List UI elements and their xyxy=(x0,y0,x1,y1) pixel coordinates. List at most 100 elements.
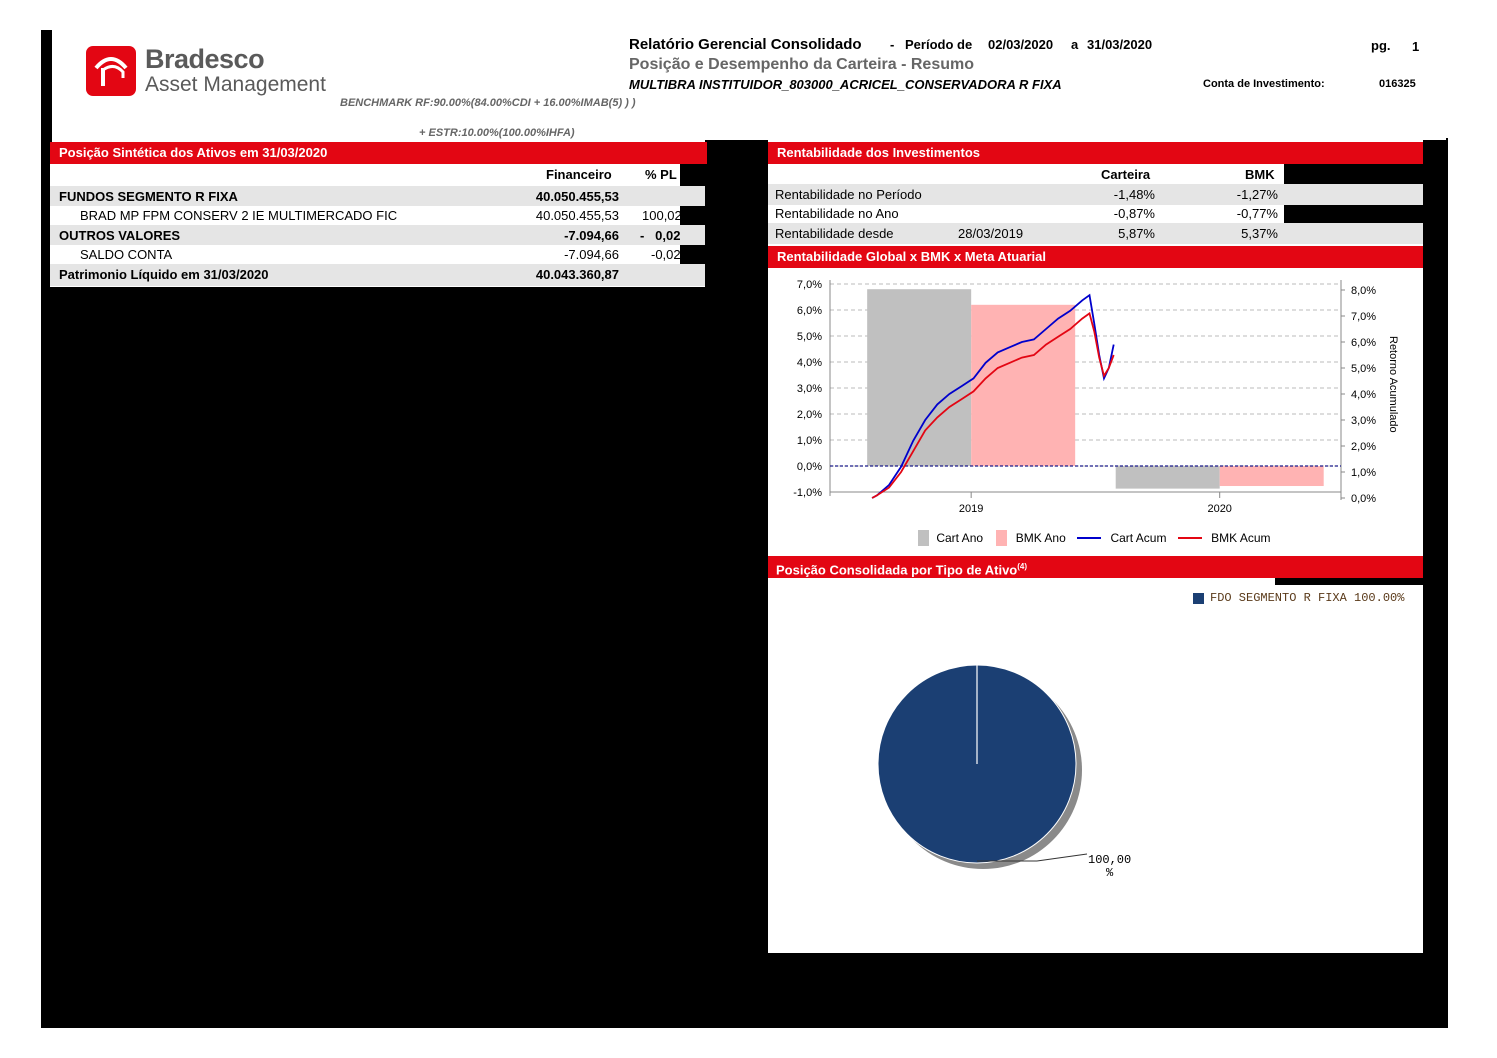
bar-bmk-ano-2019 xyxy=(971,304,1076,466)
row-label: Rentabilidade no Período xyxy=(775,187,922,202)
account-label: Conta de Investimento: xyxy=(1203,78,1325,90)
row-pl: 100,02 xyxy=(642,208,682,223)
row-value: -7.094,66 xyxy=(564,228,619,243)
left-tick-label: 7,0% xyxy=(797,279,822,291)
legend-swatch-bmk-ano xyxy=(996,530,1008,546)
row-label: SALDO CONTA xyxy=(80,247,173,262)
right-tick-label: 4,0% xyxy=(1351,389,1376,401)
benchmark-line-1: BENCHMARK RF:90.00%(84.00%CDI + 16.00%IM… xyxy=(340,97,636,109)
row-carteira: -0,87% xyxy=(1113,206,1155,221)
row-bmk: -1,27% xyxy=(1236,187,1278,202)
pl-column-mask xyxy=(680,206,705,225)
col-header-financeiro: Financeiro xyxy=(546,167,612,182)
brand-subtitle: Asset Management xyxy=(145,73,326,96)
benchmark-line-2: + ESTR:10.00%(100.00%IHFA) xyxy=(419,127,575,139)
legend-label-bmk-acum: BMK Acum xyxy=(1211,531,1271,545)
right-black-strip xyxy=(1423,140,1448,955)
row-pl: -0,02 xyxy=(651,247,681,262)
row-value: 40.050.455,53 xyxy=(535,208,619,223)
left-tick-label: 3,0% xyxy=(797,383,822,395)
right-tick-label: 0,0% xyxy=(1351,493,1376,505)
row-carteira: 5,87% xyxy=(1118,226,1155,241)
pl-column-mask-top xyxy=(680,164,705,186)
chart-legend: Cart Ano BMK Ano Cart Acum BMK Acum xyxy=(918,530,1271,546)
brand-name: Bradesco xyxy=(145,44,265,74)
col-header-carteira: Carteira xyxy=(1101,167,1151,182)
brand-logo xyxy=(86,46,136,96)
positions-title: Posição Sintética dos Ativos em 31/03/20… xyxy=(50,142,707,164)
allocation-legend: FDO SEGMENTO R FIXA 100.00% xyxy=(1193,591,1404,605)
header-dash: - xyxy=(890,37,895,52)
left-tick-label: 0,0% xyxy=(797,461,822,473)
row-label: Patrimonio Líquido em 31/03/2020 xyxy=(59,267,269,282)
global-chart-panel: 7,0% 6,0% 5,0% 4,0% 3,0% 2,0% 1,0% 0,0% -1,0% 8,0… xyxy=(768,268,1423,554)
report-title: Relatório Gerencial Consolidado xyxy=(629,36,862,53)
legend-label-cart-ano: Cart Ano xyxy=(936,531,984,545)
returns-mask-top xyxy=(1284,164,1423,184)
returns-row-ano: Rentabilidade no Ano -0,87% -0,77% xyxy=(768,205,1423,223)
row-pl: - 0,02 xyxy=(640,228,681,243)
bar-cart-ano-2020 xyxy=(1115,466,1220,489)
returns-table: Carteira BMK Rentabilidade no Período -1… xyxy=(768,164,1423,244)
row-label: OUTROS VALORES xyxy=(59,228,181,243)
row-label: Rentabilidade no Ano xyxy=(775,206,899,221)
allocation-mask xyxy=(1275,578,1423,585)
table-row-group-outros: OUTROS VALORES -7.094,66 - 0,02 xyxy=(50,225,705,245)
returns-row-periodo: Rentabilidade no Período -1,48% -1,27% xyxy=(768,184,1423,205)
col-header-pl: % PL xyxy=(645,167,677,182)
returns-mask xyxy=(1284,205,1423,223)
x-tick-label: 2019 xyxy=(959,503,983,515)
page-label: pg. xyxy=(1371,38,1391,53)
pie-slice-label: 100,00 % xyxy=(1088,854,1131,880)
left-tick-label: 1,0% xyxy=(797,435,822,447)
left-tick-label: 2,0% xyxy=(797,409,822,421)
center-black-gap xyxy=(705,140,768,290)
right-axis-title: Retorno Acumulado xyxy=(1387,336,1399,433)
row-value: 40.050.455,53 xyxy=(535,189,619,204)
period-sep: a xyxy=(1071,37,1079,52)
left-tick-label: -1,0% xyxy=(793,487,822,499)
right-tick-label: 3,0% xyxy=(1351,415,1376,427)
right-tick-label: 8,0% xyxy=(1351,285,1376,297)
pie-slice-value: 100,00 xyxy=(1088,853,1132,867)
bar-cart-ano-2019 xyxy=(867,289,972,466)
row-carteira: -1,48% xyxy=(1113,187,1155,202)
allocation-title: Posição Consolidada por Tipo de Ativo xyxy=(776,562,1018,578)
legend-line-cart-acum xyxy=(1077,537,1102,539)
table-row-patrimonio: Patrimonio Líquido em 31/03/2020 40.043.… xyxy=(50,264,705,286)
allocation-pie-svg xyxy=(877,664,1088,869)
row-date: 28/03/2019 xyxy=(958,226,1024,241)
row-label: BRAD MP FPM CONSERV 2 IE MULTIMERCADO FI… xyxy=(80,208,398,223)
global-chart-svg: 7,0% 6,0% 5,0% 4,0% 3,0% 2,0% 1,0% 0,0% -1,0% 8,0… xyxy=(793,279,1399,515)
row-bmk: -0,77% xyxy=(1236,206,1278,221)
allocation-title-bar: Posição Consolidada por Tipo de Ativo(4) xyxy=(768,556,1423,578)
pl-column-mask xyxy=(680,245,705,264)
line-cart-acum xyxy=(871,293,1115,499)
legend-swatch-fdo xyxy=(1193,592,1204,604)
report-subtitle: Posição e Desempenho da Carteira - Resum… xyxy=(629,56,974,73)
positions-table: Financeiro % PL FUNDOS SEGMENTO R FIXA 4… xyxy=(50,164,705,287)
legend-swatch-cart-ano xyxy=(918,530,929,546)
row-value: 40.043.360,87 xyxy=(535,267,619,282)
left-tick-label: 5,0% xyxy=(797,331,822,343)
returns-title: Rentabilidade dos Investimentos xyxy=(768,142,1423,164)
row-bmk: 5,37% xyxy=(1241,226,1278,241)
account-number: 016325 xyxy=(1379,78,1416,90)
table-row-saldo: SALDO CONTA -7.094,66 -0,02 xyxy=(50,245,705,264)
right-tick-label: 5,0% xyxy=(1351,363,1376,375)
returns-row-desde: Rentabilidade desde 28/03/2019 5,87% 5,3… xyxy=(768,223,1423,244)
table-row-group-fixa: FUNDOS SEGMENTO R FIXA 40.050.455,53 xyxy=(50,186,705,206)
bradesco-logo-icon xyxy=(86,46,136,96)
legend-label-fdo: FDO SEGMENTO R FIXA 100.00% xyxy=(1210,591,1405,605)
period-end: 31/03/2020 xyxy=(1087,37,1153,52)
left-tick-label: 6,0% xyxy=(797,305,822,317)
pie-slice-unit: % xyxy=(1106,866,1114,880)
right-tick-label: 2,0% xyxy=(1351,441,1376,453)
allocation-title-note: (4) xyxy=(1017,562,1028,571)
global-chart-title: Rentabilidade Global x BMK x Meta Atuari… xyxy=(768,246,1423,268)
left-panel-black-area xyxy=(41,287,768,1028)
legend-label-bmk-ano: BMK Ano xyxy=(1015,531,1066,545)
legend-line-bmk-acum xyxy=(1177,537,1202,539)
col-header-bmk: BMK xyxy=(1245,167,1275,182)
period-start: 02/03/2020 xyxy=(988,37,1054,52)
